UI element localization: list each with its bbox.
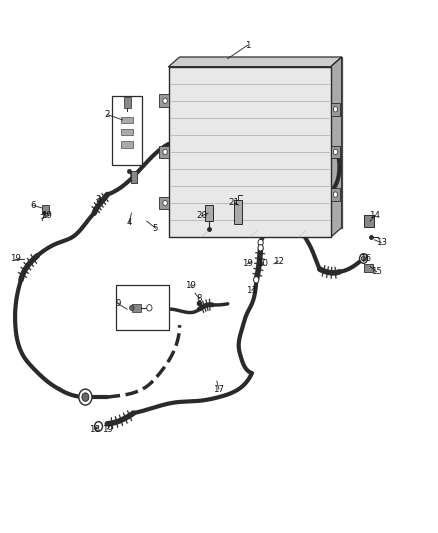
Bar	[331, 146, 340, 158]
Text: 19: 19	[41, 212, 51, 220]
Circle shape	[333, 192, 338, 197]
Bar	[121, 129, 133, 135]
Text: 1: 1	[245, 41, 250, 50]
Circle shape	[163, 98, 167, 103]
Text: 19: 19	[242, 260, 253, 268]
Text: 19: 19	[10, 254, 21, 263]
Circle shape	[361, 256, 366, 261]
Text: 20: 20	[196, 212, 207, 220]
Bar	[124, 96, 131, 108]
Text: 10: 10	[257, 260, 268, 268]
Bar	[159, 94, 169, 107]
Circle shape	[130, 305, 134, 310]
Text: 4: 4	[127, 219, 132, 227]
Circle shape	[147, 305, 152, 311]
Circle shape	[333, 107, 338, 112]
Bar	[205, 205, 213, 221]
Bar	[132, 304, 141, 312]
Bar	[42, 205, 49, 213]
Circle shape	[82, 393, 89, 401]
Text: 6: 6	[30, 201, 35, 209]
Circle shape	[95, 422, 102, 431]
Text: 7: 7	[39, 214, 44, 223]
Text: 9: 9	[116, 300, 121, 308]
Text: 5: 5	[153, 224, 158, 232]
Text: 16: 16	[360, 254, 371, 263]
Bar	[112, 96, 142, 165]
Polygon shape	[169, 57, 342, 67]
Text: 21: 21	[229, 198, 240, 207]
Circle shape	[163, 200, 167, 206]
Bar	[331, 188, 340, 201]
Bar	[159, 197, 169, 209]
Bar	[116, 285, 169, 330]
Bar	[331, 103, 340, 116]
Bar	[121, 141, 133, 148]
Text: 12: 12	[272, 257, 284, 265]
Text: 13: 13	[375, 238, 387, 247]
Text: 14: 14	[369, 212, 380, 220]
Text: 8: 8	[197, 294, 202, 303]
Text: 15: 15	[371, 268, 382, 276]
Bar	[169, 67, 331, 237]
Text: 19: 19	[102, 425, 113, 433]
Circle shape	[258, 245, 263, 251]
Circle shape	[258, 239, 263, 246]
Circle shape	[360, 254, 367, 263]
Circle shape	[79, 389, 92, 405]
Polygon shape	[180, 57, 342, 228]
Bar	[159, 146, 169, 158]
Text: 11: 11	[246, 286, 258, 295]
Text: 18: 18	[88, 425, 100, 433]
Circle shape	[333, 149, 338, 155]
Circle shape	[254, 277, 259, 283]
Text: 17: 17	[213, 385, 225, 393]
Text: 3: 3	[96, 196, 101, 204]
Text: 2: 2	[105, 110, 110, 119]
Bar	[131, 171, 137, 183]
Bar	[234, 200, 242, 224]
Polygon shape	[331, 57, 342, 237]
Bar	[121, 117, 133, 124]
Circle shape	[163, 149, 167, 155]
Text: 19: 19	[185, 281, 196, 289]
Bar	[364, 264, 373, 272]
Bar	[364, 215, 374, 227]
